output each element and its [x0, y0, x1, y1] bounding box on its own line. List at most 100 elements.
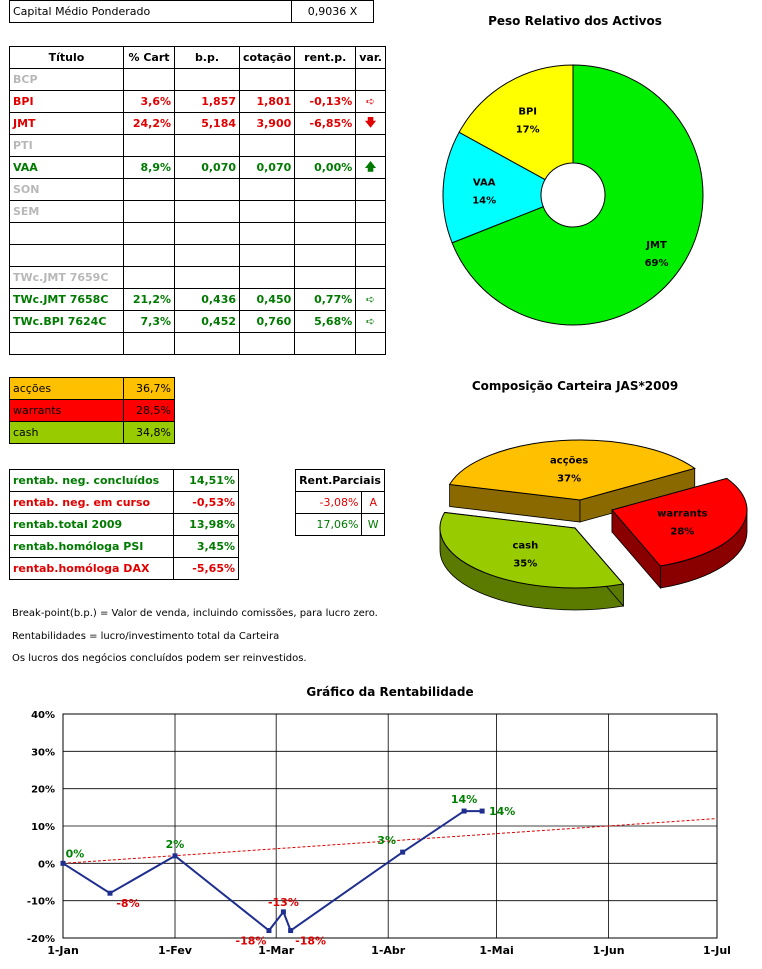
allocation-value: 28,5%	[123, 399, 175, 422]
x-tick-label: 1-Jan	[47, 944, 79, 957]
holding-rent	[294, 178, 357, 201]
returns-row: rentab.homóloga PSI 3,45%	[9, 535, 239, 558]
holding-bp: 1,857	[174, 90, 240, 113]
allocation-label: cash	[9, 421, 124, 444]
col-header: % Cart	[123, 46, 175, 69]
holding-bp: 0,452	[174, 310, 240, 333]
returns-label: rentab.homóloga PSI	[9, 535, 174, 558]
holding-var	[355, 222, 386, 245]
pie2-slice-acções	[448, 439, 696, 501]
pie2-slice-cash	[439, 511, 625, 589]
holdings-row: VAA 8,9% 0,070 0,070 0,00% 🡅	[9, 156, 386, 179]
note-breakpoint: Break-point(b.p.) = Valor de venda, incl…	[12, 608, 378, 619]
x-tick-label: 1-Mar	[258, 944, 295, 957]
holding-bp: 0,436	[174, 288, 240, 311]
holding-pct	[123, 332, 175, 355]
capital-header: Capital Médio Ponderado 0,9036 X	[9, 0, 374, 23]
capital-value: 0,9036 X	[291, 0, 374, 23]
holding-quote: 3,900	[238, 112, 296, 135]
col-header: var.	[355, 46, 386, 69]
pie1-chart: BPI 17% VAA 14% JMT 69%	[442, 64, 704, 326]
partials-tag: A	[361, 491, 385, 514]
holding-name	[9, 332, 124, 355]
holding-quote	[238, 68, 296, 91]
holding-rent	[294, 244, 357, 267]
holding-bp	[174, 244, 240, 267]
returns-row: rentab.homóloga DAX -5,65%	[9, 557, 239, 580]
pie2-slice-warrants	[611, 477, 748, 567]
allocation-value: 34,8%	[123, 421, 175, 444]
allocation-row: cash 34,8%	[9, 421, 175, 444]
y-tick-label: 30%	[31, 747, 55, 758]
partials-header: Rent.Parciais	[295, 469, 385, 492]
capital-label: Capital Médio Ponderado	[9, 0, 292, 23]
holding-var	[355, 332, 386, 355]
returns-label: rentab. neg. concluídos	[9, 469, 174, 492]
holding-rent: 0,00%	[294, 156, 357, 179]
holding-var: ➪	[355, 310, 386, 333]
holding-quote	[238, 244, 296, 267]
holding-var	[355, 178, 386, 201]
y-tick-label: -20%	[27, 934, 55, 945]
y-tick-label: -10%	[27, 897, 55, 908]
pie1-label: BPI	[518, 106, 537, 117]
holding-pct: 3,6%	[123, 90, 175, 113]
returns-row: rentab.total 2009 13,98%	[9, 513, 239, 536]
holding-var: 🡇	[355, 112, 386, 135]
holding-var: 🡅	[355, 156, 386, 179]
pie1-slice-vaa	[442, 131, 546, 244]
holding-pct: 24,2%	[123, 112, 175, 135]
partials-row: -3,08% A	[294, 491, 385, 514]
returns-row: rentab. neg. em curso -0,53%	[9, 491, 239, 514]
series-point	[172, 853, 178, 859]
pie2-label: warrants	[657, 509, 707, 520]
holding-pct	[123, 200, 175, 223]
y-tick-label: 10%	[31, 822, 55, 833]
holding-quote: 0,760	[238, 310, 296, 333]
pie2-value-label: 28%	[670, 527, 694, 538]
holdings-row: TWc.JMT 7659C	[9, 266, 386, 289]
pie1-slice-jmt	[451, 64, 704, 326]
holding-var	[355, 68, 386, 91]
holdings-row: SON	[9, 178, 386, 201]
holding-quote	[238, 134, 296, 157]
pie1-value-label: 14%	[472, 195, 496, 206]
trend-line	[62, 818, 718, 864]
x-tick-label: 1-Abr	[371, 944, 406, 957]
holding-var	[355, 266, 386, 289]
holding-quote	[238, 332, 296, 355]
returns-label: rentab.total 2009	[9, 513, 174, 536]
holding-rent	[294, 222, 357, 245]
holdings-row: BCP	[9, 68, 386, 91]
holding-name: SON	[9, 178, 124, 201]
returns-value: 13,98%	[173, 513, 239, 536]
pie2-value-label: 35%	[513, 559, 537, 570]
holding-name	[9, 222, 124, 245]
holding-name: BCP	[9, 68, 124, 91]
pie2-label: cash	[512, 541, 538, 552]
series-point	[107, 890, 113, 896]
holding-pct	[123, 266, 175, 289]
holding-rent	[294, 332, 357, 355]
holdings-row	[9, 332, 386, 355]
note-lucros: Os lucros dos negócios concluídos podem …	[12, 653, 307, 664]
holding-name	[9, 244, 124, 267]
holding-bp	[174, 332, 240, 355]
returns-label: rentab.homóloga DAX	[9, 557, 174, 580]
holding-quote	[238, 222, 296, 245]
holding-rent	[294, 200, 357, 223]
series-point	[280, 909, 286, 915]
x-tick-label: 1-Mai	[479, 944, 513, 957]
partials-table: Rent.Parciais -3,08% A 17,06% W	[294, 469, 385, 536]
series-data-label: -18%	[295, 935, 326, 948]
holding-rent: 5,68%	[294, 310, 357, 333]
holding-var	[355, 244, 386, 267]
col-header: rent.p.	[294, 46, 357, 69]
holding-rent: 0,77%	[294, 288, 357, 311]
holding-rent: -6,85%	[294, 112, 357, 135]
holding-bp: 5,184	[174, 112, 240, 135]
holdings-row: TWc.BPI 7624C 7,3% 0,452 0,760 5,68% ➪	[9, 310, 386, 333]
pie2-title: Composição Carteira JAS*2009	[471, 379, 679, 393]
line-title: Gráfico da Rentabilidade	[306, 685, 474, 699]
holding-quote: 0,070	[238, 156, 296, 179]
